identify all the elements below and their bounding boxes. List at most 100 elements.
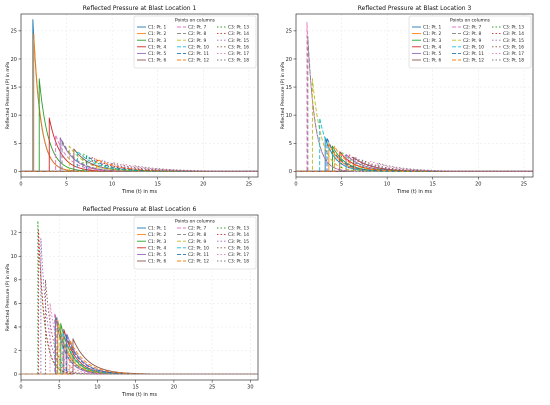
x-tick-label: 5 (340, 182, 343, 188)
legend-label: C1: Pt. 5 (148, 51, 167, 57)
legend-label: C3: Pt. 18 (503, 58, 524, 64)
y-tick-label: 0 (14, 169, 17, 175)
plot-frame (20, 13, 259, 178)
legend-label: C1: Pt. 5 (423, 51, 442, 57)
y-axis-label: Reflected Pressure (P) in mPa (5, 264, 11, 332)
x-tick-label: 10 (94, 385, 100, 391)
legend-label: C2: Pt. 12 (188, 259, 209, 265)
legend-box (133, 15, 257, 69)
x-tick-label: 25 (246, 182, 252, 188)
legend-label: C3: Pt. 13 (503, 25, 524, 31)
legend-label: C2: Pt. 12 (463, 58, 484, 64)
series-line (21, 338, 258, 375)
legend-label: C3: Pt. 16 (228, 245, 249, 251)
series-line (296, 145, 533, 172)
x-tick-label: 15 (155, 182, 161, 188)
legend-label: C3: Pt. 18 (228, 259, 249, 265)
y-tick-label: 0 (289, 169, 292, 175)
legend-label: C1: Pt. 4 (148, 245, 167, 251)
x-tick-label: 0 (19, 182, 22, 188)
legend-label: C1: Pt. 3 (148, 239, 167, 245)
series-line (296, 151, 533, 172)
y-tick-label: 15 (11, 85, 17, 91)
legend-label: C2: Pt. 8 (463, 31, 482, 37)
x-tick-label: 25 (521, 182, 527, 188)
plot-frame (20, 214, 259, 381)
legend-label: C2: Pt. 12 (188, 58, 209, 64)
legend-label: C1: Pt. 2 (423, 31, 442, 37)
legend-label: C2: Pt. 7 (463, 25, 482, 31)
y-tick-label: 15 (286, 85, 292, 91)
series-line (21, 78, 258, 172)
x-tick-label: 0 (294, 182, 297, 188)
series-line (21, 145, 258, 172)
legend-label: C2: Pt. 9 (188, 38, 207, 44)
chart-title: Reflected Pressure at Blast Location 3 (358, 5, 472, 12)
legend-label: C3: Pt. 16 (228, 44, 249, 50)
legend-label: C3: Pt. 17 (228, 252, 249, 258)
y-tick-label: 10 (11, 113, 17, 119)
legend-label: C3: Pt. 14 (228, 31, 249, 37)
series-lines (296, 21, 533, 172)
y-axis-label: Reflected Pressure (P) in mPa (280, 62, 286, 130)
legend-box (408, 15, 532, 69)
series-line (21, 161, 258, 172)
series-line (21, 148, 258, 172)
x-tick-label: 5 (58, 385, 61, 391)
legend-box (133, 216, 257, 270)
legend-label: C1: Pt. 6 (148, 58, 167, 64)
legend-label: C2: Pt. 11 (188, 51, 209, 57)
chart-title: Reflected Pressure at Blast Location 1 (83, 5, 197, 12)
x-tick-label: 30 (247, 385, 253, 391)
legend-label: C2: Pt. 9 (188, 239, 207, 245)
legend-label: C3: Pt. 16 (503, 44, 524, 50)
series-line (296, 137, 533, 172)
legend-label: C2: Pt. 10 (463, 44, 484, 50)
series-line (296, 154, 533, 172)
plot-frame (295, 13, 534, 178)
legend-label: C3: Pt. 14 (228, 232, 249, 238)
legend-label: C1: Pt. 3 (423, 38, 442, 44)
chart-panel-3: 0 5 10 15 20 25 30 0 2 4 6 8 10 12 Reflected Pressure … (5, 206, 259, 398)
legend-label: C2: Pt. 11 (188, 252, 209, 258)
legend-label: C3: Pt. 15 (228, 38, 249, 44)
series-line (21, 150, 258, 172)
legend-title: Points on columns (175, 18, 216, 24)
legend-label: C1: Pt. 1 (423, 25, 442, 31)
legend-title: Points on columns (175, 219, 216, 225)
legend-label: C3: Pt. 17 (503, 51, 524, 57)
x-tick-label: 10 (384, 182, 390, 188)
legend-label: C2: Pt. 8 (188, 31, 207, 37)
x-tick-label: 20 (200, 182, 206, 188)
y-tick-label: 6 (14, 301, 17, 307)
legend-label: C3: Pt. 15 (228, 239, 249, 245)
legend-label: C2: Pt. 11 (463, 51, 484, 57)
chart-panel-1: 0 5 10 15 20 25 0 5 10 15 20 25 Reflected Pressure a… (5, 5, 259, 195)
series-line (296, 151, 533, 172)
legend-label: C2: Pt. 8 (188, 232, 207, 238)
legend-label: C1: Pt. 3 (148, 38, 167, 44)
series-line (21, 117, 258, 172)
x-tick-label: 15 (430, 182, 436, 188)
y-tick-label: 10 (11, 254, 17, 260)
x-axis-label: Time (t) in ms (121, 189, 157, 195)
y-axis-label: Reflected Pressure (P) in mPa (5, 62, 11, 130)
x-tick-label: 15 (132, 385, 138, 391)
legend-label: C3: Pt. 14 (503, 31, 524, 37)
y-tick-label: 2 (14, 348, 17, 354)
series-line (21, 165, 258, 172)
chart-panel-2: 0 5 10 15 20 25 0 5 10 15 20 25 Reflected Pressure a… (280, 5, 534, 195)
series-line (296, 160, 533, 172)
series-line (296, 145, 533, 172)
y-tick-label: 5 (289, 141, 292, 147)
x-tick-label: 20 (475, 182, 481, 188)
y-tick-label: 25 (11, 29, 17, 35)
legend-label: C3: Pt. 13 (228, 226, 249, 232)
x-axis-label: Time (t) in ms (396, 189, 432, 195)
legend-label: C1: Pt. 5 (148, 252, 167, 258)
legend-label: C1: Pt. 4 (148, 44, 167, 50)
series-line (21, 302, 258, 375)
series-line (296, 154, 533, 172)
